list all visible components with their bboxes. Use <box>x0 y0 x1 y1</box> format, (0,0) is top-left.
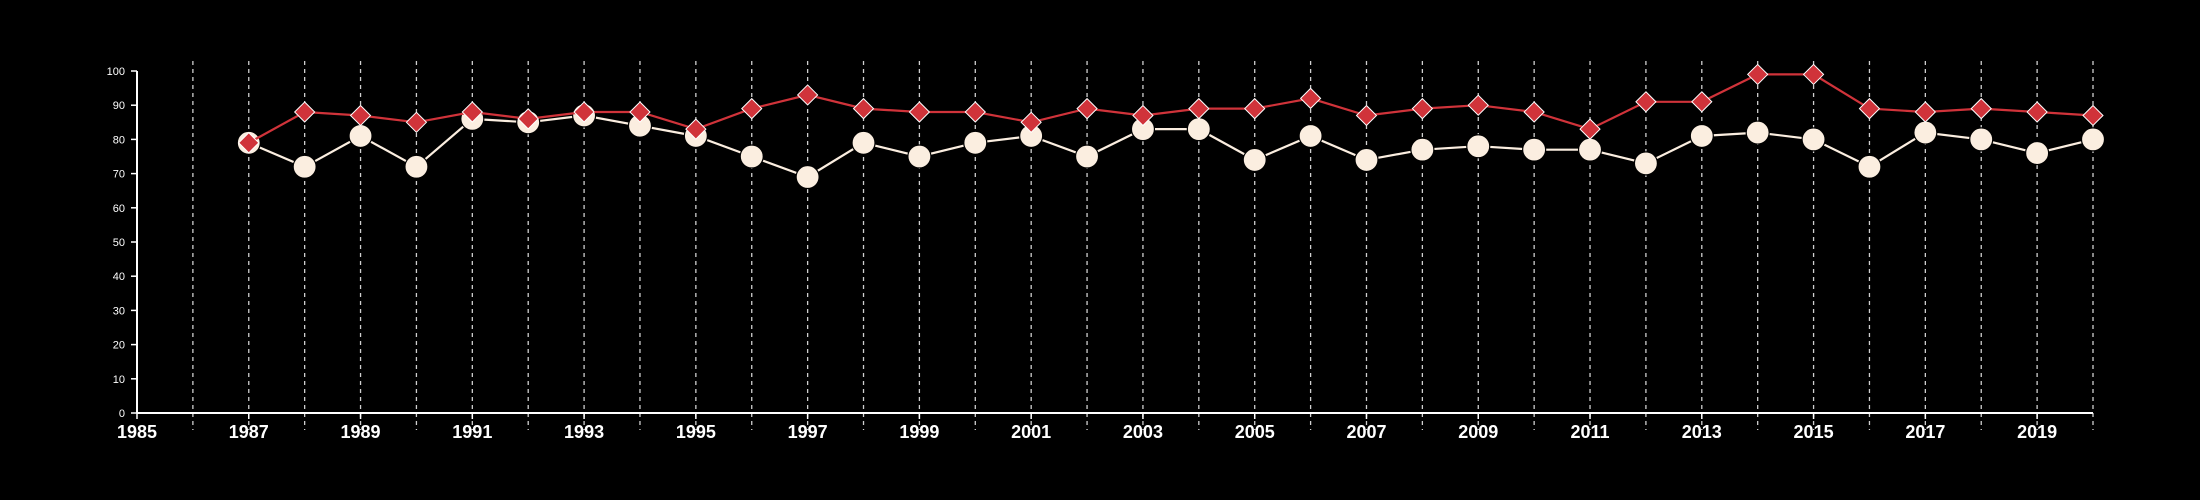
point-diamond-1999 <box>908 101 931 123</box>
point-circle-1996 <box>739 144 764 169</box>
point-diamond-2019 <box>2026 101 2048 123</box>
point-circle-2013 <box>1689 123 1714 149</box>
series-circle <box>236 103 2106 190</box>
point-circle-1998 <box>851 130 876 155</box>
x-tick-label-2015: 2015 <box>1794 422 1834 442</box>
point-diamond-2003 <box>1132 104 1154 127</box>
point-diamond-2006 <box>1299 87 1322 110</box>
point-diamond-1990 <box>405 111 428 134</box>
point-diamond-1992 <box>517 108 539 130</box>
point-diamond-2012 <box>1635 91 1657 113</box>
point-diamond-2015 <box>1802 63 1825 86</box>
series-diamond <box>238 63 2104 154</box>
point-circle-2018 <box>1969 127 1994 152</box>
point-diamond-1995 <box>685 118 707 140</box>
point-circle-1990 <box>404 154 429 179</box>
point-diamond-1996 <box>741 97 763 120</box>
point-circle-2015 <box>1801 127 1826 152</box>
point-diamond-2010 <box>1523 101 1545 123</box>
x-tick-label-1993: 1993 <box>564 422 604 442</box>
x-tick-label-2005: 2005 <box>1235 422 1275 442</box>
x-tick-label-1989: 1989 <box>341 422 381 442</box>
y-tick-label-50: 50 <box>113 237 125 249</box>
y-tick-label-30: 30 <box>113 305 125 317</box>
x-tick-label-1997: 1997 <box>788 422 828 442</box>
point-diamond-2001 <box>1020 111 1042 134</box>
point-diamond-2017 <box>1914 101 1937 123</box>
x-tick-label-2011: 2011 <box>1570 422 1609 442</box>
x-tick-label-2013: 2013 <box>1682 422 1722 442</box>
point-diamond-2013 <box>1691 91 1713 113</box>
x-tick-label-1987: 1987 <box>229 422 269 442</box>
x-tick-label-1995: 1995 <box>676 422 716 442</box>
y-tick-label-70: 70 <box>113 169 125 181</box>
point-circle-2002 <box>1074 144 1100 169</box>
point-circle-2011 <box>1577 137 1603 162</box>
point-diamond-2005 <box>1244 97 1266 120</box>
point-diamond-2016 <box>1858 97 1881 120</box>
point-diamond-1993 <box>573 101 595 123</box>
vertical-grid <box>192 61 2094 430</box>
point-circle-1989 <box>348 123 373 149</box>
point-circle-2004 <box>1186 117 1211 142</box>
point-diamond-2014 <box>1746 63 1769 86</box>
y-tick-label-20: 20 <box>113 340 125 352</box>
point-circle-2010 <box>1522 137 1547 162</box>
point-diamond-1987 <box>238 132 260 154</box>
point-diamond-2018 <box>1970 97 1992 120</box>
point-circle-2007 <box>1354 147 1379 173</box>
point-diamond-1997 <box>796 84 819 106</box>
x-tick-label-1985: 1985 <box>117 422 157 442</box>
y-tick-label-60: 60 <box>113 203 125 215</box>
point-circle-2008 <box>1410 137 1435 162</box>
point-diamond-2009 <box>1467 94 1489 116</box>
point-circle-1997 <box>795 164 820 190</box>
point-diamond-2007 <box>1355 104 1378 127</box>
y-tick-label-80: 80 <box>113 134 125 146</box>
point-circle-2009 <box>1466 134 1491 159</box>
point-diamond-1991 <box>461 101 484 123</box>
x-tick-label-2003: 2003 <box>1123 422 1163 442</box>
y-tick-label-100: 100 <box>107 66 125 78</box>
tick-labels: 0 10 20 30 40 50 60 70 80 90 100 1985 1987 1989 1991 19… <box>107 66 2057 442</box>
point-circle-2000 <box>963 130 988 155</box>
point-diamond-1994 <box>629 101 651 123</box>
point-diamond-1988 <box>293 101 316 123</box>
axes <box>131 70 2093 419</box>
point-circle-2017 <box>1913 120 1938 145</box>
x-tick-label-1999: 1999 <box>899 422 939 442</box>
point-circle-1999 <box>907 144 932 169</box>
point-circle-2006 <box>1298 123 1323 149</box>
point-circle-2005 <box>1242 147 1267 173</box>
point-diamond-1998 <box>852 97 875 120</box>
series-layer <box>236 63 2106 190</box>
point-diamond-2011 <box>1579 118 1601 140</box>
x-tick-label-2001: 2001 <box>1011 422 1051 442</box>
y-tick-label-90: 90 <box>113 100 125 112</box>
x-tick-label-2007: 2007 <box>1346 422 1386 442</box>
y-tick-label-0: 0 <box>119 408 125 420</box>
point-diamond-2008 <box>1411 97 1434 120</box>
series-line-circle <box>248 114 2094 179</box>
x-tick-label-2009: 2009 <box>1458 422 1498 442</box>
point-circle-2014 <box>1745 120 1770 145</box>
x-tick-label-2017: 2017 <box>1905 422 1945 442</box>
point-circle-2012 <box>1633 151 1659 176</box>
x-tick-label-1991: 1991 <box>452 422 492 442</box>
y-tick-label-10: 10 <box>113 374 125 386</box>
point-diamond-1989 <box>349 104 372 127</box>
point-circle-2019 <box>2025 140 2050 166</box>
point-diamond-2020 <box>2082 104 2104 127</box>
point-circle-2020 <box>2080 127 2106 152</box>
point-diamond-2002 <box>1076 97 1098 120</box>
point-diamond-2004 <box>1188 97 1210 120</box>
point-circle-2016 <box>1857 154 1882 179</box>
y-tick-label-40: 40 <box>113 271 125 283</box>
x-tick-label-2019: 2019 <box>2017 422 2057 442</box>
series-line-diamond <box>248 73 2094 144</box>
point-circle-1988 <box>292 154 317 179</box>
point-diamond-2000 <box>964 101 986 123</box>
